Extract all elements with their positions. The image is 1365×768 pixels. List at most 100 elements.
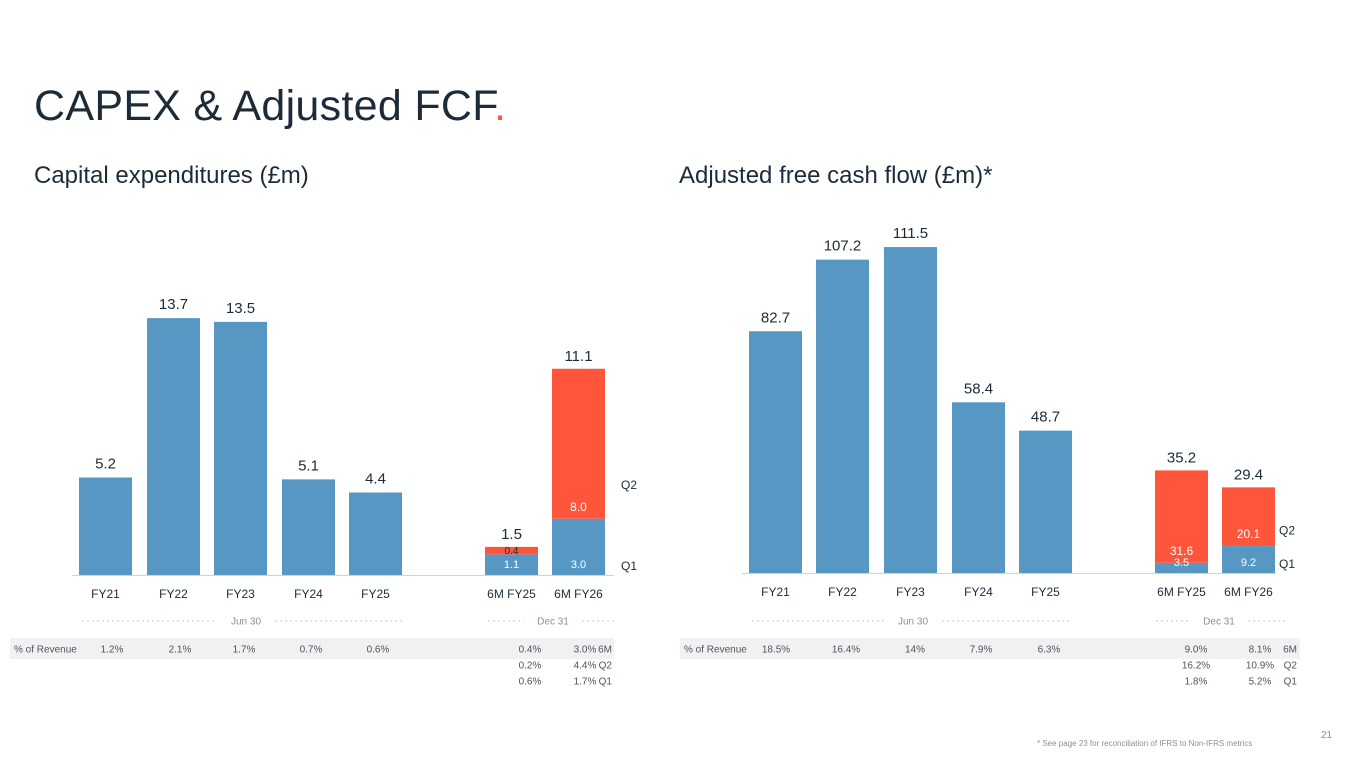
- capex-q2-label: 8.0: [570, 500, 587, 514]
- capex-revenue-half-value: 0.2%: [519, 661, 542, 672]
- capex-period-label-dec31: Dec 31: [537, 617, 569, 628]
- capex-chart-title: Capital expenditures (£m): [34, 162, 309, 189]
- fcf-revenue-half-value: 16.2%: [1182, 661, 1210, 672]
- capex-revenue-row-tag: Q2: [599, 661, 613, 672]
- capex-bar-fy23: [214, 321, 267, 575]
- capex-revenue-half-value: 1.7%: [574, 677, 597, 688]
- footnote: * See page 23 for reconciliation of IFRS…: [1037, 739, 1253, 748]
- fcf-value-label: 82.7: [761, 309, 790, 326]
- capex-bar-fy22: [147, 318, 200, 575]
- capex-period-label-jun30: Jun 30: [231, 617, 261, 628]
- capex-bar-q1: [485, 554, 538, 575]
- fcf-bar-q2: [1155, 470, 1208, 563]
- fcf-bar-fy24: [952, 402, 1005, 573]
- fcf-bar-fy22: [816, 259, 869, 573]
- capex-revenue-half-value: 0.4%: [519, 645, 542, 656]
- fcf-revenue-label: % of Revenue: [684, 645, 747, 656]
- fcf-bar-fy23: [884, 247, 937, 574]
- capex-category-label: 6M FY26: [554, 587, 603, 601]
- capex-q1-label: 3.0: [571, 559, 586, 571]
- capex-value-label: 5.1: [298, 457, 319, 474]
- fcf-revenue-value: 14%: [905, 645, 925, 656]
- capex-value-label: 13.7: [159, 296, 188, 313]
- fcf-revenue-half-value: 5.2%: [1249, 677, 1272, 688]
- capex-category-label: FY23: [226, 587, 255, 601]
- capex-revenue-value: 0.7%: [300, 645, 323, 656]
- fcf-bar-fy25: [1019, 430, 1072, 573]
- fcf-legend-q2: Q2: [1279, 523, 1295, 537]
- page-title-text: CAPEX & Adjusted FCF: [34, 82, 495, 130]
- fcf-q1-label: 9.2: [1241, 557, 1256, 569]
- fcf-category-label: 6M FY26: [1224, 585, 1273, 599]
- capex-bar-q2: [485, 546, 538, 555]
- capex-value-label: 4.4: [365, 471, 386, 488]
- fcf-total-label: 29.4: [1234, 466, 1263, 483]
- fcf-revenue-value: 6.3%: [1038, 645, 1061, 656]
- capex-q1-label: 1.1: [504, 559, 519, 571]
- capex-revenue-row-tag: 6M: [598, 645, 612, 656]
- capex-legend-q2: Q2: [621, 478, 637, 492]
- fcf-value-label: 111.5: [893, 225, 928, 242]
- fcf-q1-label: 3.5: [1174, 557, 1189, 569]
- capex-revenue-half-value: 4.4%: [574, 661, 597, 672]
- fcf-bar-fy21: [749, 331, 802, 573]
- fcf-chart-title: Adjusted free cash flow (£m)*: [679, 162, 993, 189]
- capex-category-label: FY25: [361, 587, 390, 601]
- capex-bar-q2: [552, 368, 605, 519]
- fcf-revenue-row-tag: Q1: [1284, 677, 1298, 688]
- capex-category-label: 6M FY25: [487, 587, 536, 601]
- fcf-q2-label: 31.6: [1170, 544, 1194, 558]
- fcf-period-label-jun30: Jun 30: [898, 617, 928, 628]
- capex-value-label: 5.2: [95, 456, 116, 473]
- fcf-revenue-value: 16.4%: [832, 645, 860, 656]
- fcf-revenue-row-tag: Q2: [1284, 661, 1298, 672]
- capex-revenue-value: 1.2%: [101, 645, 124, 656]
- capex-revenue-label: % of Revenue: [14, 645, 77, 656]
- capex-bar-fy24: [282, 479, 335, 575]
- fcf-category-label: FY23: [896, 585, 925, 599]
- capex-q2-label: 0.4: [505, 546, 519, 557]
- fcf-revenue-half-value: 8.1%: [1249, 645, 1272, 656]
- capex-bar-fy25: [349, 492, 402, 575]
- fcf-value-label: 58.4: [964, 380, 993, 397]
- fcf-period-label-dec31: Dec 31: [1203, 617, 1235, 628]
- fcf-revenue-row-bg: [680, 638, 1300, 659]
- fcf-revenue-value: 7.9%: [970, 645, 993, 656]
- fcf-category-label: FY25: [1031, 585, 1060, 599]
- fcf-total-label: 35.2: [1167, 449, 1196, 466]
- capex-revenue-value: 1.7%: [233, 645, 256, 656]
- fcf-revenue-half-value: 10.9%: [1246, 661, 1274, 672]
- capex-revenue-row-bg: [10, 638, 614, 659]
- capex-bar-fy21: [79, 477, 132, 575]
- capex-revenue-half-value: 0.6%: [519, 677, 542, 688]
- page-title: CAPEX & Adjusted FCF.: [34, 82, 506, 131]
- capex-revenue-value: 0.6%: [367, 645, 390, 656]
- fcf-category-label: 6M FY25: [1157, 585, 1206, 599]
- fcf-revenue-value: 18.5%: [762, 645, 790, 656]
- page-number: 21: [1321, 730, 1333, 741]
- fcf-legend-q1: Q1: [1279, 557, 1295, 571]
- title-accent-dot: .: [494, 82, 507, 130]
- fcf-value-label: 48.7: [1031, 409, 1060, 426]
- fcf-revenue-half-value: 1.8%: [1185, 677, 1208, 688]
- fcf-category-label: FY22: [828, 585, 857, 599]
- capex-category-label: FY24: [294, 587, 323, 601]
- capex-revenue-row-tag: Q1: [599, 677, 613, 688]
- capex-revenue-value: 2.1%: [169, 645, 192, 656]
- fcf-revenue-row-tag: 6M: [1283, 645, 1297, 656]
- fcf-revenue-half-value: 9.0%: [1185, 645, 1208, 656]
- fcf-bar-q1: [1155, 562, 1208, 573]
- fcf-bar-q1: [1222, 546, 1275, 573]
- capex-total-label: 1.5: [501, 526, 522, 543]
- fcf-category-label: FY24: [964, 585, 993, 599]
- capex-legend-q1: Q1: [621, 559, 637, 573]
- fcf-bar-q2: [1222, 487, 1275, 547]
- fcf-q2-label: 20.1: [1237, 527, 1261, 541]
- capex-bar-q1: [552, 518, 605, 575]
- capex-category-label: FY22: [159, 587, 188, 601]
- capex-category-label: FY21: [91, 587, 120, 601]
- capex-value-label: 13.5: [226, 300, 255, 317]
- fcf-category-label: FY21: [761, 585, 790, 599]
- capex-revenue-half-value: 3.0%: [574, 645, 597, 656]
